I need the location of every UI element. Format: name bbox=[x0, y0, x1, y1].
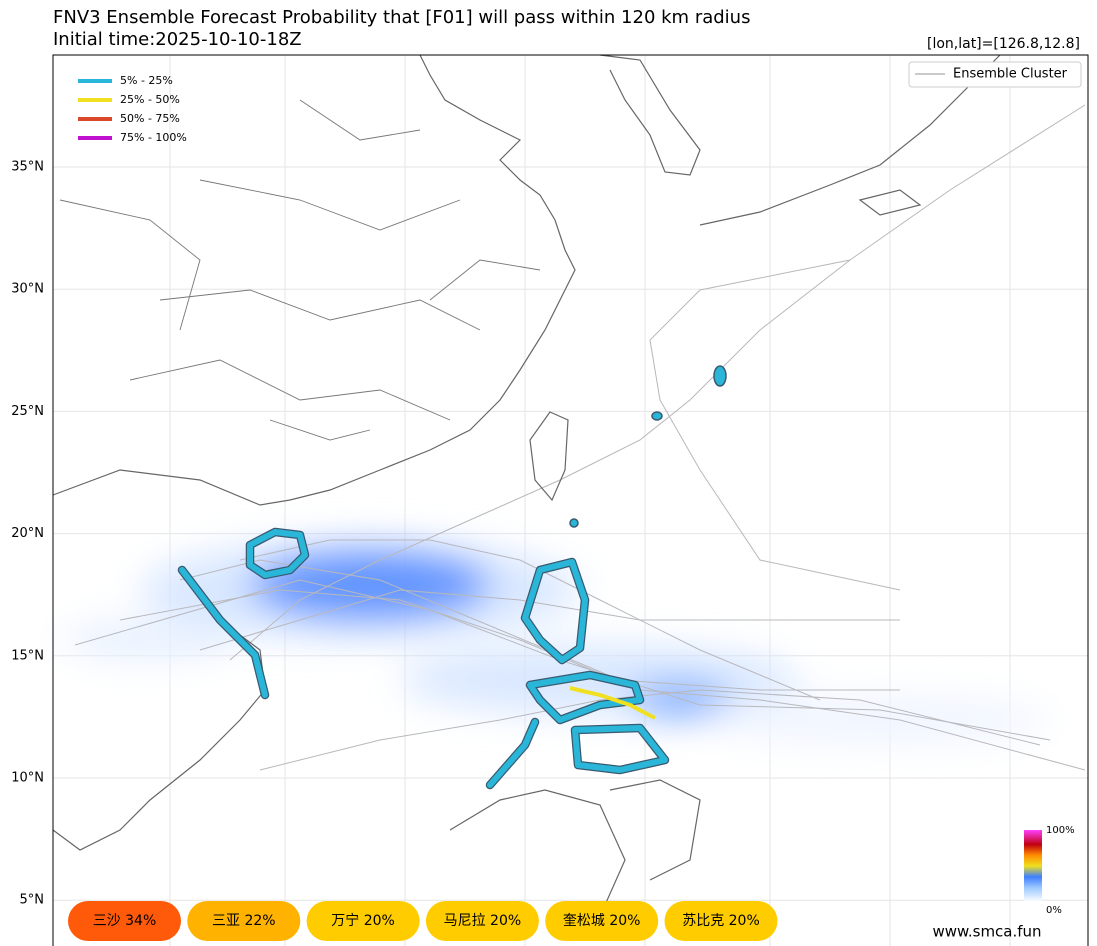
legend-label: 25% - 50% bbox=[120, 93, 180, 106]
lat-label: 10°N bbox=[11, 771, 44, 786]
probability-contours bbox=[177, 365, 727, 790]
location-pill-label: 苏比克 20% bbox=[682, 913, 760, 929]
ensemble-legend-box bbox=[908, 61, 1082, 88]
location-pill bbox=[187, 901, 301, 941]
colorbar-max: 100% bbox=[1046, 825, 1075, 836]
coastlines bbox=[52, 54, 1001, 931]
location-pill-label: 奎松城 20% bbox=[563, 913, 641, 929]
lat-label: 20°N bbox=[11, 526, 44, 541]
location-pill-label: 三亚 22% bbox=[212, 913, 276, 929]
lat-label: 30°N bbox=[11, 282, 44, 297]
lat-label: 25°N bbox=[11, 404, 44, 419]
map-frame bbox=[52, 54, 1089, 946]
colorbar bbox=[1024, 830, 1042, 902]
legend-label: 75% - 100% bbox=[120, 131, 187, 144]
location-pill-label: 万宁 20% bbox=[331, 912, 395, 929]
location-pill bbox=[664, 901, 778, 941]
lat-label: 5°N bbox=[20, 893, 45, 908]
title: FNV3 Ensemble Forecast Probability that … bbox=[53, 7, 750, 28]
location-pill-label: 马尼拉 20% bbox=[444, 913, 522, 929]
legend-label: 5% - 25% bbox=[120, 74, 173, 87]
location-pill-label: 三沙 34% bbox=[93, 913, 157, 929]
position-label: [lon,lat]=[126.8,12.8] bbox=[927, 36, 1080, 52]
grid bbox=[53, 55, 1088, 946]
location-pill bbox=[425, 901, 539, 941]
lat-label: 15°N bbox=[11, 648, 44, 663]
colorbar-min: 0% bbox=[1046, 905, 1062, 916]
lat-label: 35°N bbox=[11, 160, 44, 175]
location-pill bbox=[306, 901, 420, 941]
legend-label: 50% - 75% bbox=[120, 112, 180, 125]
location-pill bbox=[68, 901, 181, 941]
watermark: www.smca.fun bbox=[932, 923, 1041, 941]
location-pill bbox=[545, 901, 659, 941]
ensemble-legend-label: Ensemble Cluster bbox=[953, 67, 1068, 82]
subtitle: Initial time:2025-10-10-18Z bbox=[53, 29, 302, 50]
